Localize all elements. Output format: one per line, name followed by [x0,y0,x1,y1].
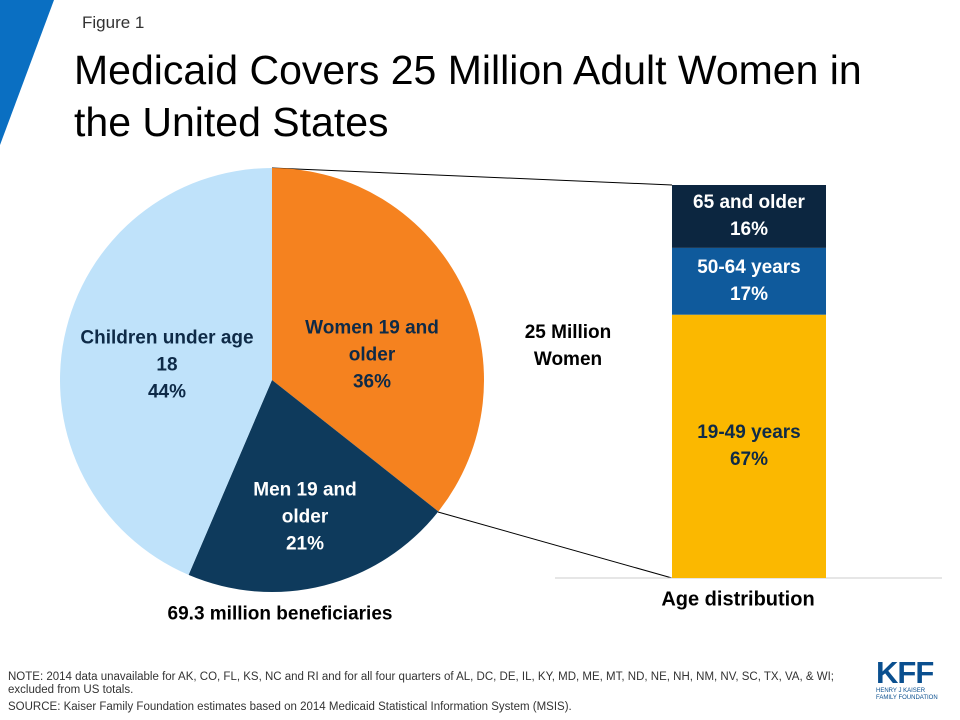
connector [437,511,673,579]
data-label: Children under age 18 44% [77,325,257,406]
category-label: Women 19 and older [305,317,439,366]
bar-segment [672,185,826,248]
note: NOTE: 2014 data unavailable for AK, CO, … [8,671,834,696]
value-label: 67% [729,449,769,471]
annotation: 25 Million Women [524,322,612,370]
data-label: Men 19 and older 21% [230,477,380,558]
figure-label: Figure 1 [82,13,145,32]
data-label: 19-49 years 67% [672,419,826,473]
value-label: 17% [729,284,769,306]
pie-slice [60,168,273,575]
value-label: 36% [352,371,392,393]
category-label: Men 19 and older [253,479,357,528]
data-label: 65 and older 16% [672,189,826,243]
x-axis-label: Age distribution [661,588,815,611]
logo-subtitle: HENRY J KAISER FAMILY FOUNDATION [876,688,938,701]
bar-segment [672,247,826,315]
pie-caption: 69.3 million beneficiaries [167,603,393,625]
data-label: 50-64 years 17% [672,254,826,308]
data-label: Women 19 and older 36% [282,315,462,396]
source: SOURCE: Kaiser Family Foundation estimat… [8,701,572,713]
logo: KFF HENRY J KAISER FAMILY FOUNDATION [876,655,956,702]
value-label: 21% [285,533,325,555]
logo-mark: KFF [876,655,934,690]
pie-slice [188,380,439,592]
corner-accent [0,0,54,145]
value-label: 16% [729,219,769,241]
connector [271,167,673,186]
pie-slice [272,168,484,512]
bar-segment [672,314,826,578]
category-label: 50-64 years [697,257,801,279]
category-label: Children under age 18 [80,327,254,376]
title: Medicaid Covers 25 Million Adult Women i… [74,47,862,145]
category-label: 65 and older [693,192,805,214]
category-label: 19-49 years [697,422,801,444]
value-label: 44% [147,381,187,403]
